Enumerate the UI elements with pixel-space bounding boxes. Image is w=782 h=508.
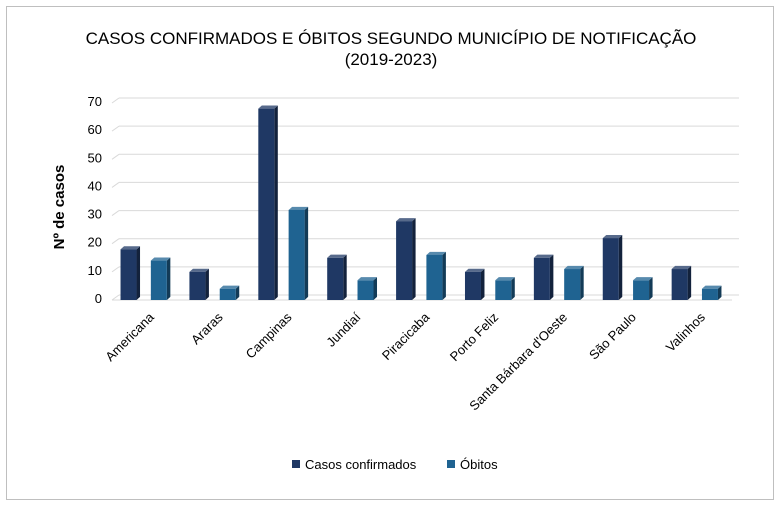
chart-subtitle: (2019-2023) bbox=[345, 50, 438, 69]
category-label: Campinas bbox=[243, 309, 295, 361]
bar-casos bbox=[258, 105, 278, 300]
legend-swatch bbox=[292, 460, 300, 468]
category-label: Americana bbox=[102, 309, 157, 364]
gridline-depth bbox=[111, 97, 120, 104]
y-tick-label: 0 bbox=[95, 291, 102, 306]
y-tick-label: 70 bbox=[88, 94, 102, 109]
category-label: São Paulo bbox=[586, 310, 639, 363]
category-label: Porto Feliz bbox=[447, 310, 502, 365]
bar-obitos bbox=[219, 285, 240, 300]
bar-obitos bbox=[426, 251, 446, 300]
category-label: Araras bbox=[188, 309, 226, 347]
bar-obitos bbox=[357, 277, 378, 300]
category-label: Valinhos bbox=[663, 309, 709, 355]
bars bbox=[120, 105, 722, 300]
bar-casos bbox=[327, 254, 347, 300]
chart-svg: CASOS CONFIRMADOS E ÓBITOS SEGUNDO MUNIC… bbox=[51, 29, 739, 472]
category-label: Piracicaba bbox=[379, 309, 433, 363]
bar-obitos bbox=[288, 206, 309, 300]
chart-frame: CASOS CONFIRMADOS E ÓBITOS SEGUNDO MUNIC… bbox=[6, 6, 774, 500]
bar-casos bbox=[120, 246, 141, 300]
bar-obitos bbox=[564, 265, 584, 300]
category-labels: Americana Araras Campinas Jundiaí Piracicaba… bbox=[102, 309, 708, 413]
bar-casos bbox=[189, 268, 209, 300]
grid-layer bbox=[111, 97, 739, 301]
y-tick-label: 20 bbox=[88, 235, 102, 250]
y-tick-label: 60 bbox=[88, 122, 102, 137]
gridline-depth bbox=[111, 125, 120, 132]
y-tick-labels: 0 10 20 30 40 50 60 70 bbox=[88, 94, 102, 306]
bar-casos bbox=[464, 268, 485, 300]
chart-title: CASOS CONFIRMADOS E ÓBITOS SEGUNDO MUNIC… bbox=[86, 29, 697, 48]
bar-casos bbox=[602, 234, 623, 300]
y-tick-label: 30 bbox=[88, 207, 102, 222]
legend-label: Óbitos bbox=[460, 457, 498, 472]
bar-casos bbox=[671, 265, 692, 300]
gridline-depth bbox=[111, 238, 120, 245]
gridline-depth bbox=[111, 182, 120, 188]
gridline-depth bbox=[111, 153, 120, 160]
y-tick-label: 40 bbox=[88, 178, 102, 193]
category-label: Jundiaí bbox=[323, 309, 364, 350]
y-tick-label: 10 bbox=[88, 263, 102, 278]
gridline-depth bbox=[111, 210, 120, 216]
bar-obitos bbox=[495, 277, 515, 300]
bar-obitos bbox=[150, 257, 171, 300]
y-tick-label: 50 bbox=[88, 150, 102, 165]
gridline-depth bbox=[111, 294, 120, 301]
y-axis-label: Nº de casos bbox=[51, 165, 68, 250]
gridline-depth bbox=[111, 266, 120, 273]
legend-swatch bbox=[447, 460, 455, 468]
legend: Casos confirmados Óbitos bbox=[292, 457, 498, 472]
bar-obitos bbox=[701, 285, 722, 300]
legend-label: Casos confirmados bbox=[305, 457, 417, 472]
bar-casos bbox=[396, 218, 416, 300]
bar-casos bbox=[533, 254, 554, 300]
bar-obitos bbox=[633, 277, 653, 300]
